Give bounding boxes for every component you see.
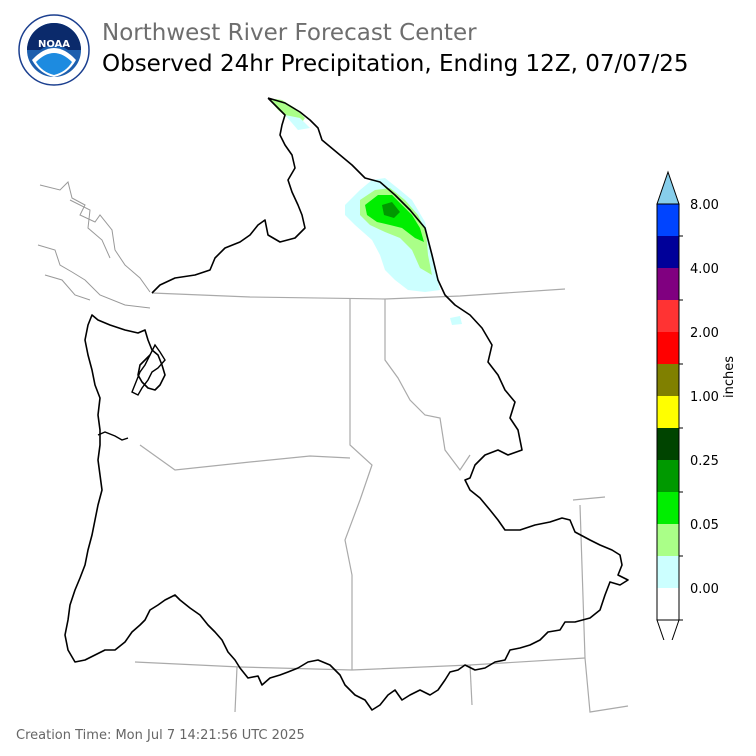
creation-time: Creation Time: Mon Jul 7 14:21:56 UTC 20… xyxy=(16,728,305,743)
precip-area-moderate xyxy=(365,195,424,242)
colorbar-extend-bottom xyxy=(656,619,680,640)
legend-tick-0.05: 0.05 xyxy=(690,518,719,533)
precip-area-north-trace xyxy=(285,115,310,130)
colorbar xyxy=(656,170,683,640)
colorbar-segment xyxy=(657,396,679,428)
state-boundaries xyxy=(134,288,629,713)
colorbar-swatches xyxy=(656,170,680,640)
noaa-seal-icon: NOAA xyxy=(18,14,90,86)
colorbar-segment xyxy=(657,204,679,236)
noaa-logo-text: NOAA xyxy=(38,39,70,50)
org-title: Northwest River Forecast Center xyxy=(102,20,477,46)
colorbar-segment xyxy=(657,332,679,364)
legend-tick-2.00: 2.00 xyxy=(690,326,719,341)
colorbar-segment xyxy=(657,364,679,396)
colorbar-extend-top xyxy=(656,170,680,205)
legend-tick-0.00: 0.00 xyxy=(690,582,719,597)
colorbar-segment xyxy=(657,588,679,620)
colorbar-segment xyxy=(657,268,679,300)
precip-shading xyxy=(268,98,462,325)
legend-tick-8.00: 8.00 xyxy=(690,198,719,213)
colorbar-segment xyxy=(657,300,679,332)
colorbar-ticks xyxy=(679,235,683,621)
colorbar-frame xyxy=(656,203,680,621)
colorbar-segment xyxy=(657,556,679,588)
precip-area-heavy xyxy=(382,202,400,218)
basin-outline xyxy=(64,97,629,711)
colorbar-segment xyxy=(657,428,679,460)
colorbar-segment xyxy=(657,492,679,524)
legend-tick-1.00: 1.00 xyxy=(690,390,719,405)
legend-tick-0.25: 0.25 xyxy=(690,454,719,469)
precip-area-small xyxy=(450,316,462,325)
precipitation-map xyxy=(37,97,629,713)
colorbar-segment xyxy=(657,236,679,268)
legend-unit-label: inches xyxy=(722,355,737,398)
noaa-logo: NOAA xyxy=(18,14,90,86)
legend-tick-4.00: 4.00 xyxy=(690,262,719,277)
columbia-river-mouth xyxy=(97,431,129,441)
colorbar-segment xyxy=(657,524,679,556)
coastline-features xyxy=(37,181,151,309)
puget-sound-outline xyxy=(131,343,166,396)
product-title: Observed 24hr Precipitation, Ending 12Z,… xyxy=(102,51,689,77)
colorbar-segment xyxy=(657,460,679,492)
